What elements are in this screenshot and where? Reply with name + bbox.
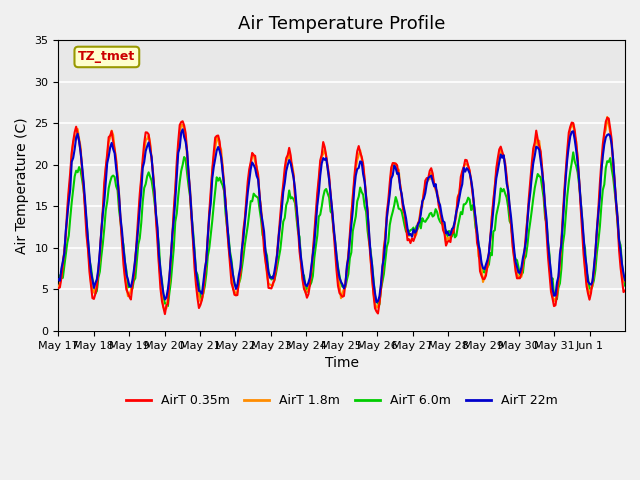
Y-axis label: Air Temperature (C): Air Temperature (C) [15, 117, 29, 254]
Text: TZ_tmet: TZ_tmet [78, 50, 136, 63]
Legend: AirT 0.35m, AirT 1.8m, AirT 6.0m, AirT 22m: AirT 0.35m, AirT 1.8m, AirT 6.0m, AirT 2… [120, 389, 563, 412]
Title: Air Temperature Profile: Air Temperature Profile [238, 15, 445, 33]
X-axis label: Time: Time [324, 356, 358, 370]
